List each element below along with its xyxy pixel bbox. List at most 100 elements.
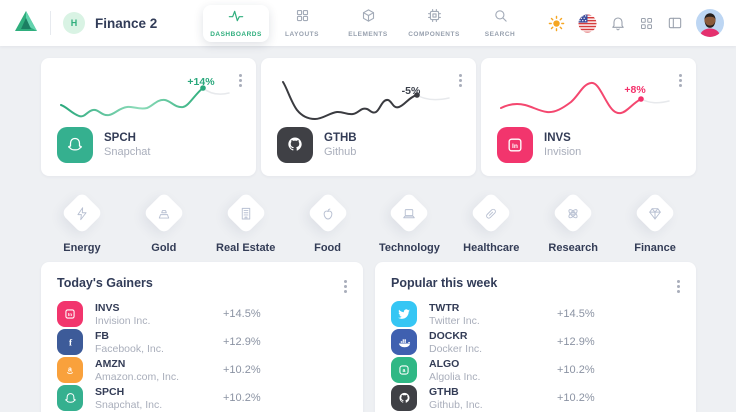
spch-sparkline — [60, 85, 230, 118]
twitter-icon — [391, 301, 417, 327]
stock-name: Twitter Inc. — [429, 314, 480, 327]
stock-symbol: AMZN — [95, 357, 126, 370]
change-badge: -5% — [401, 85, 421, 97]
stock-card-footer: GTHB Github — [277, 127, 357, 163]
docker-icon — [391, 329, 417, 355]
category-gold[interactable]: Gold — [123, 191, 205, 254]
building-icon — [241, 207, 250, 219]
atom-icon — [568, 208, 578, 218]
stock-card-invs[interactable]: +8% In INVS Invision — [481, 58, 696, 176]
todays-gainers-panel: Today's Gainers In INVS Invision Inc. +1… — [41, 262, 363, 412]
box-icon — [361, 8, 376, 28]
nav-item-search[interactable]: SEARCH — [467, 0, 533, 46]
stock-name: Invision — [544, 146, 582, 158]
cpu-icon — [427, 8, 442, 28]
list-item-invs[interactable]: In INVS Invision Inc. +14.5% — [57, 300, 347, 328]
gthb-sparkline — [282, 81, 450, 121]
panel-title: Today's Gainers — [57, 276, 153, 290]
stock-name: Snapchat, Inc. — [95, 398, 163, 411]
stock-symbol: GTHB — [429, 385, 459, 398]
stock-name: Amazon.com, Inc. — [95, 370, 180, 383]
category-label: Technology — [378, 242, 440, 254]
category-label: Gold — [151, 242, 177, 254]
list-item-fb[interactable]: f FB Facebook, Inc. +12.9% — [57, 328, 347, 356]
apps-grid-icon[interactable] — [639, 16, 654, 31]
category-label: Healthcare — [463, 242, 520, 254]
kebab-menu-icon[interactable] — [457, 70, 464, 91]
invs-sparkline — [500, 81, 670, 115]
stock-card-spch[interactable]: +14% SPCH Snapchat — [41, 58, 256, 176]
kebab-menu-icon[interactable] — [237, 70, 244, 91]
change-badge: +8% — [624, 84, 646, 96]
user-avatar[interactable] — [696, 9, 724, 37]
change-value: +14.5% — [557, 308, 595, 320]
gem-icon — [649, 207, 661, 219]
kebab-menu-icon[interactable] — [677, 70, 684, 91]
gold-bar-icon — [158, 209, 169, 218]
gainers-list: In INVS Invision Inc. +14.5% f FB Facebo… — [57, 300, 347, 412]
category-label: Research — [548, 242, 598, 254]
list-item-spch[interactable]: SPCH Snapchat, Inc. +10.2% — [57, 384, 347, 412]
stock-symbol: FB — [95, 329, 109, 342]
nav-item-layouts[interactable]: LAYOUTS — [269, 0, 335, 46]
change-badge: +14% — [187, 76, 215, 88]
workspace-badge: H — [63, 12, 85, 34]
layout-grid-icon — [295, 8, 310, 28]
svg-text:a: a — [403, 368, 406, 374]
stock-name: Snapchat — [104, 146, 151, 158]
brand-area: H Finance 2 — [0, 10, 157, 37]
nav-item-components[interactable]: COMPONENTS — [401, 0, 467, 46]
category-finance[interactable]: Finance — [614, 191, 696, 254]
search-icon — [493, 8, 508, 28]
app-logo[interactable] — [14, 10, 38, 37]
nav-item-elements[interactable]: ELEMENTS — [335, 0, 401, 46]
facebook-icon: f — [57, 329, 83, 355]
category-real-estate[interactable]: Real Estate — [205, 191, 287, 254]
nav-label: LAYOUTS — [285, 31, 319, 38]
sidebar-layout-icon[interactable] — [667, 15, 683, 31]
category-label: Energy — [63, 242, 101, 254]
stock-name: Algolia Inc. — [429, 370, 481, 383]
category-row: Energy Gold Real Estate Food Technology … — [41, 191, 696, 254]
svg-text:In: In — [512, 143, 518, 150]
svg-text:a: a — [68, 366, 72, 373]
list-item-dockr[interactable]: DOCKR Docker Inc. +12.9% — [391, 328, 680, 356]
kebab-menu-icon[interactable] — [675, 276, 682, 297]
stock-symbol: SPCH — [95, 385, 125, 398]
bolt-icon — [77, 206, 87, 220]
category-food[interactable]: Food — [287, 191, 369, 254]
svg-text:f: f — [69, 339, 73, 349]
change-value: +10.2% — [557, 392, 595, 404]
stock-card-gthb[interactable]: -5% GTHB Github — [261, 58, 476, 176]
sun-icon[interactable] — [548, 15, 565, 32]
category-energy[interactable]: Energy — [41, 191, 123, 254]
stock-symbol: SPCH — [104, 132, 136, 144]
github-icon — [391, 385, 417, 411]
category-label: Real Estate — [216, 242, 276, 254]
category-research[interactable]: Research — [532, 191, 614, 254]
stock-cards-row: +14% SPCH Snapchat -5% GTHB Github — [41, 58, 696, 176]
category-technology[interactable]: Technology — [369, 191, 451, 254]
stock-symbol: INVS — [95, 301, 120, 314]
nav-label: DASHBOARDS — [210, 31, 262, 38]
bell-icon[interactable] — [610, 15, 626, 31]
pill-icon — [486, 208, 497, 218]
stock-name: Github — [324, 146, 357, 158]
svg-text:In: In — [68, 312, 72, 317]
category-healthcare[interactable]: Healthcare — [450, 191, 532, 254]
github-icon — [277, 127, 313, 163]
stock-name: Docker Inc. — [429, 342, 483, 355]
stock-card-footer: SPCH Snapchat — [57, 127, 150, 163]
popular-list: TWTR Twitter Inc. +14.5% DOCKR Docker In… — [391, 300, 680, 412]
us-flag-icon[interactable] — [578, 13, 597, 33]
list-item-twtr[interactable]: TWTR Twitter Inc. +14.5% — [391, 300, 680, 328]
category-label: Food — [314, 242, 341, 254]
list-item-algo[interactable]: a ALGO Algolia Inc. +10.2% — [391, 356, 680, 384]
invision-icon: In — [497, 127, 533, 163]
list-item-amzn[interactable]: a AMZN Amazon.com, Inc. +10.2% — [57, 356, 347, 384]
kebab-menu-icon[interactable] — [342, 276, 349, 297]
stock-symbol: DOCKR — [429, 329, 468, 342]
nav-item-dashboards[interactable]: DASHBOARDS — [203, 5, 269, 42]
list-item-gthb[interactable]: GTHB Github, Inc. +10.2% — [391, 384, 680, 412]
amazon-icon: a — [57, 357, 83, 383]
